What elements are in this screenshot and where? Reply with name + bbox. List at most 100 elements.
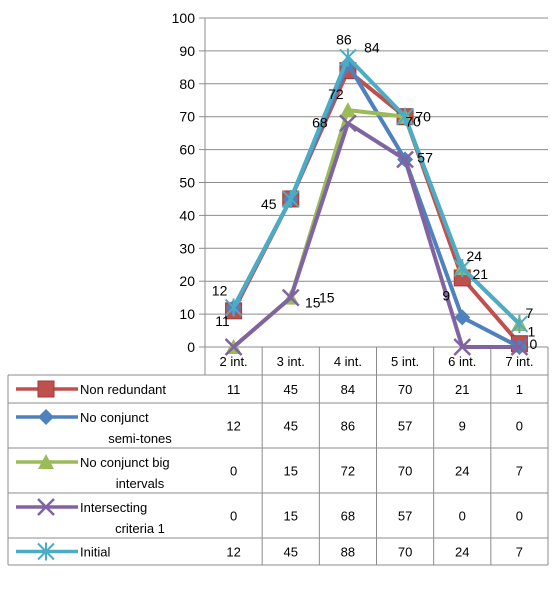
y-tick-label: 0 bbox=[187, 339, 195, 355]
table-cell: 1 bbox=[516, 382, 523, 397]
table-cell: 7 bbox=[516, 464, 523, 479]
table-cell: 57 bbox=[398, 419, 412, 434]
table-cell: 7 bbox=[516, 545, 523, 560]
data-label: 11 bbox=[215, 313, 230, 329]
data-label: 21 bbox=[472, 266, 488, 282]
legend-label: Non redundant bbox=[80, 382, 166, 397]
legend-key-marker bbox=[37, 498, 55, 516]
table-cell: 84 bbox=[341, 382, 355, 397]
legend-label: No conjunct big bbox=[80, 455, 170, 470]
table-cell: 45 bbox=[284, 545, 298, 560]
table-cell: 9 bbox=[459, 419, 466, 434]
table-cell: 0 bbox=[516, 419, 523, 434]
data-label: 70 bbox=[405, 114, 421, 130]
table-cell: 70 bbox=[398, 464, 412, 479]
data-label: 72 bbox=[328, 86, 344, 102]
table-cell: 12 bbox=[226, 545, 240, 560]
gridlines bbox=[199, 17, 548, 375]
y-tick-label: 30 bbox=[179, 240, 195, 256]
y-tick-label: 70 bbox=[179, 109, 195, 125]
y-tick-label: 40 bbox=[179, 207, 195, 223]
x-category-label: 3 int. bbox=[277, 354, 305, 369]
series-line bbox=[231, 55, 521, 326]
data-label: 12 bbox=[212, 283, 228, 299]
data-label: 70 bbox=[415, 109, 431, 125]
table-cell: 45 bbox=[284, 382, 298, 397]
data-point bbox=[453, 259, 471, 278]
legend-key-marker bbox=[37, 380, 55, 398]
data-point bbox=[281, 288, 300, 307]
y-tick-label: 10 bbox=[179, 306, 195, 322]
table-cell: 88 bbox=[341, 545, 355, 560]
data-point bbox=[453, 338, 472, 356]
legend-label: Initial bbox=[80, 545, 110, 560]
table-cell: 0 bbox=[230, 509, 237, 524]
data-label: 45 bbox=[261, 196, 277, 212]
y-tick-label: 60 bbox=[179, 142, 195, 158]
y-axis-ticks: 0 10 20 30 40 50 60 70 80 90 100 bbox=[172, 10, 196, 355]
data-label: 0 bbox=[530, 336, 538, 352]
legend-key-marker bbox=[38, 454, 54, 469]
data-label: 57 bbox=[417, 149, 433, 165]
table-cell: 12 bbox=[226, 419, 240, 434]
data-label: 7 bbox=[526, 305, 534, 321]
data-label: 1 bbox=[528, 324, 536, 340]
x-category-label: 5 int. bbox=[391, 354, 419, 369]
table-cell: 70 bbox=[398, 382, 412, 397]
data-point bbox=[454, 309, 471, 326]
series-lines bbox=[224, 48, 529, 356]
table-cell: 45 bbox=[284, 419, 298, 434]
table-cell: 57 bbox=[398, 509, 412, 524]
table-cell: 72 bbox=[341, 464, 355, 479]
table-cell: 70 bbox=[398, 545, 412, 560]
data-point bbox=[224, 338, 243, 356]
data-point bbox=[510, 314, 529, 333]
legend-label: intervals bbox=[116, 476, 165, 491]
data-point bbox=[396, 150, 414, 169]
data-point bbox=[282, 189, 300, 208]
x-category-label: 7 int. bbox=[505, 354, 533, 369]
table-cell: 0 bbox=[230, 464, 237, 479]
legend-label: Intersecting bbox=[80, 500, 147, 515]
table-cell: 0 bbox=[459, 509, 466, 524]
table-cell: 68 bbox=[341, 509, 355, 524]
y-tick-label: 90 bbox=[179, 43, 195, 59]
data-point bbox=[339, 48, 357, 67]
data-label: 9 bbox=[442, 287, 450, 303]
legend-key-marker bbox=[37, 542, 55, 561]
legend-label: criteria 1 bbox=[115, 521, 165, 536]
table-cell: 21 bbox=[455, 382, 469, 397]
data-label: 24 bbox=[466, 248, 482, 264]
data-point bbox=[224, 298, 243, 317]
table-cell: 24 bbox=[455, 545, 469, 560]
table-cell: 15 bbox=[284, 464, 298, 479]
y-tick-label: 20 bbox=[179, 273, 195, 289]
table-cell: 24 bbox=[455, 464, 469, 479]
legend-key-marker bbox=[38, 409, 54, 425]
table-cell: 0 bbox=[516, 509, 523, 524]
data-point bbox=[339, 102, 356, 118]
x-category-label: 4 int. bbox=[334, 354, 362, 369]
data-point bbox=[396, 107, 414, 126]
data-label: 86 bbox=[336, 31, 352, 47]
data-label: 15 bbox=[319, 290, 335, 306]
legend-label: semi-tones bbox=[108, 431, 172, 446]
y-tick-label: 100 bbox=[172, 10, 196, 26]
data-label: 15 bbox=[305, 295, 321, 311]
data-label: 68 bbox=[312, 114, 328, 130]
y-tick-label: 80 bbox=[179, 76, 195, 92]
table-cell: 86 bbox=[341, 419, 355, 434]
legend-label: No conjunct bbox=[80, 410, 149, 425]
table-cell: 11 bbox=[227, 382, 241, 397]
data-label: 84 bbox=[364, 40, 380, 56]
series-line bbox=[232, 121, 520, 349]
x-category-label: 2 int. bbox=[219, 354, 247, 369]
data-labels: 11 45 70 21 1 12 57 9 0 15 72 24 7 68 86 84 70 15 bbox=[212, 31, 538, 352]
y-tick-label: 50 bbox=[179, 175, 195, 191]
data-point bbox=[339, 114, 357, 133]
data-point bbox=[510, 338, 529, 356]
table-cell: 15 bbox=[284, 509, 298, 524]
x-category-label: 6 int. bbox=[448, 354, 476, 369]
data-table: 2 int. 3 int. 4 int. 5 int. 6 int. 7 int. Non … bbox=[7, 346, 549, 566]
